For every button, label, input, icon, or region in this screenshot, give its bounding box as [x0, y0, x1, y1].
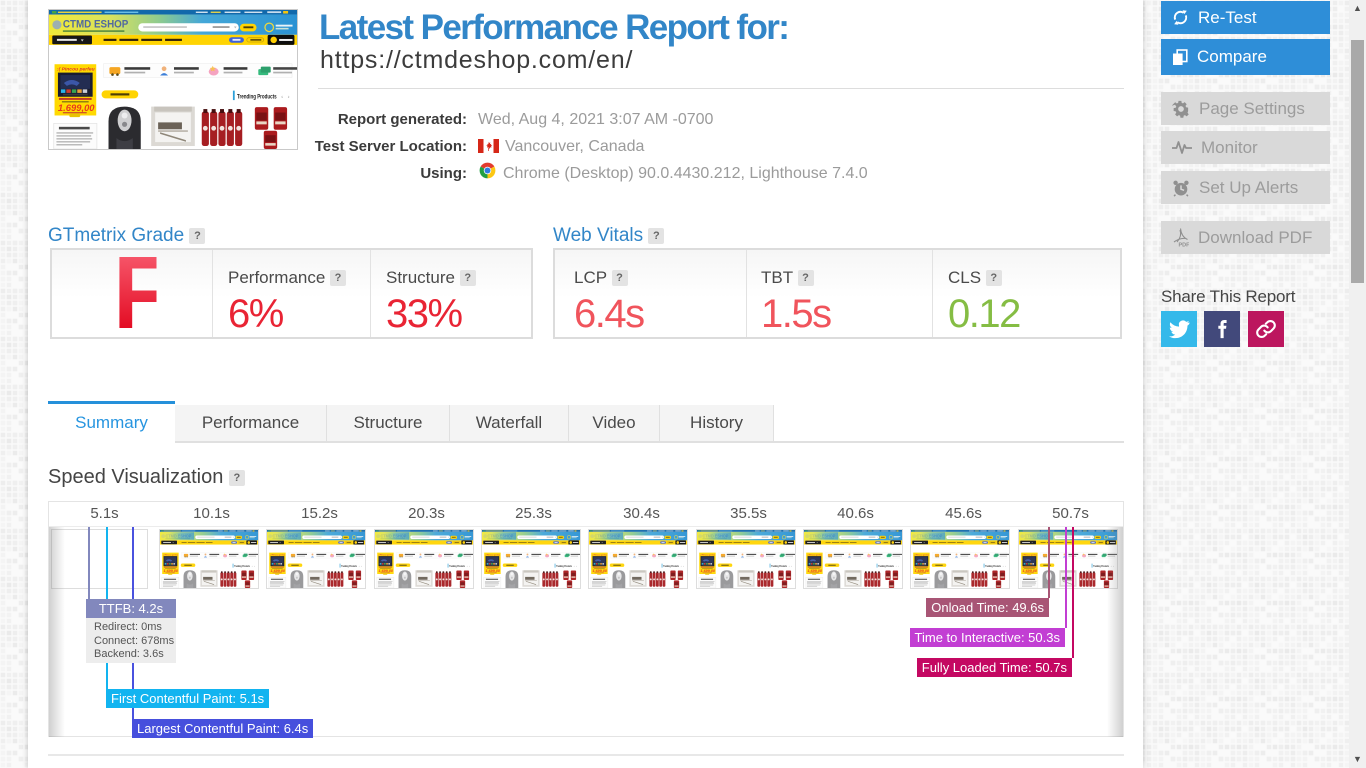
- svg-text:PDF: PDF: [1179, 243, 1190, 248]
